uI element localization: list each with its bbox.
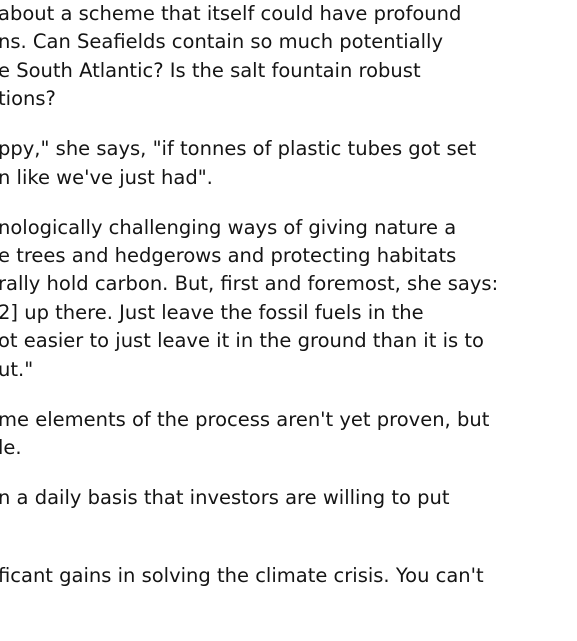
paragraph-line: n like we've just had". bbox=[0, 165, 213, 189]
paragraph-line bbox=[0, 512, 577, 540]
paragraph-line: e South Atlantic? Is the salt fountain r… bbox=[0, 58, 421, 82]
paragraph-3: nologically challenging ways of giving n… bbox=[0, 214, 577, 384]
paragraph-line: tions? bbox=[0, 87, 56, 111]
paragraph-line: n a daily basis that investors are willi… bbox=[0, 486, 450, 510]
paragraph-4: me elements of the process aren't yet pr… bbox=[0, 406, 577, 463]
paragraph-line: nologically challenging ways of giving n… bbox=[0, 215, 457, 239]
paragraph-line: ficant gains in solving the climate cris… bbox=[0, 564, 484, 588]
paragraph-6: ficant gains in solving the climate cris… bbox=[0, 562, 577, 619]
paragraph-line: ppy," she says, "if tonnes of plastic tu… bbox=[0, 137, 477, 161]
paragraph-line: e trees and hedgerows and protecting hab… bbox=[0, 244, 457, 268]
paragraph-line: le. bbox=[0, 436, 22, 460]
paragraph-line: ot easier to just leave it in the ground… bbox=[0, 329, 484, 353]
paragraph-line: rally hold carbon. But, first and foremo… bbox=[0, 272, 499, 296]
paragraph-line: about a scheme that itself could have pr… bbox=[0, 2, 462, 25]
paragraph-line: ut." bbox=[0, 357, 34, 381]
paragraph-1: about a scheme that itself could have pr… bbox=[0, 0, 577, 114]
paragraph-2: ppy," she says, "if tonnes of plastic tu… bbox=[0, 135, 577, 192]
paragraph-line: ns. Can Seafields contain so much potent… bbox=[0, 30, 443, 54]
paragraph-line bbox=[0, 591, 577, 619]
paragraph-5: n a daily basis that investors are willi… bbox=[0, 484, 577, 541]
paragraph-line: me elements of the process aren't yet pr… bbox=[0, 407, 490, 431]
paragraph-line: 2] up there. Just leave the fossil fuels… bbox=[0, 300, 424, 324]
